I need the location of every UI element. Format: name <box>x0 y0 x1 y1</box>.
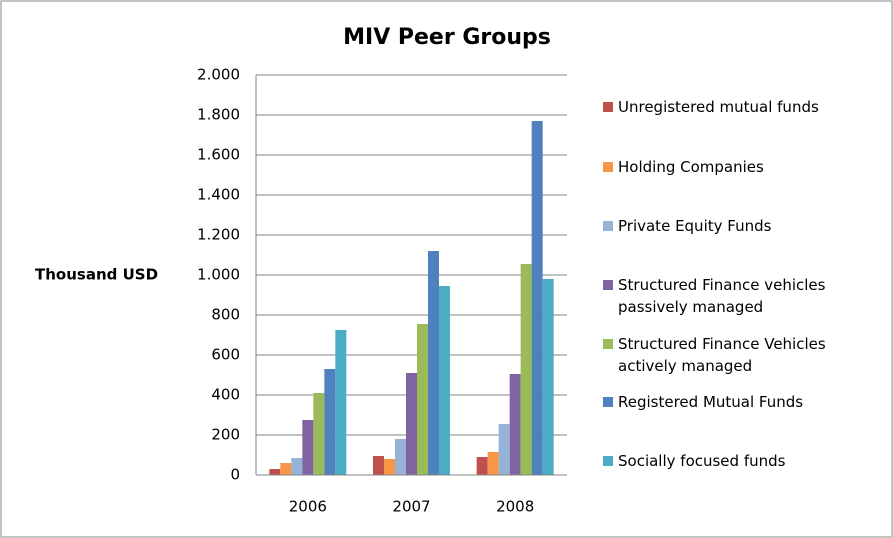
bar <box>531 121 543 475</box>
y-tick-label: 1.200 <box>197 226 240 244</box>
y-tick-label: 0 <box>230 466 240 484</box>
y-tick-label: 400 <box>211 386 240 404</box>
bar <box>335 330 347 475</box>
legend-label: Structured Finance Vehicles actively man… <box>618 335 826 375</box>
legend-label: Registered Mutual Funds <box>618 393 804 411</box>
bar <box>406 373 417 475</box>
x-tick-label: 2008 <box>496 498 534 516</box>
bar <box>373 456 384 475</box>
legend-swatch <box>603 280 613 290</box>
legend-swatch <box>603 397 613 407</box>
legend-swatch <box>603 102 613 112</box>
y-tick-label: 2.000 <box>197 66 240 84</box>
bar <box>291 458 303 475</box>
chart-title: MIV Peer Groups <box>343 25 551 50</box>
bar <box>439 286 450 475</box>
y-tick-label: 200 <box>211 426 240 444</box>
y-tick-label: 1.600 <box>197 146 240 164</box>
y-axis-label: Thousand USD <box>35 266 158 284</box>
legend-swatch <box>603 339 613 349</box>
legend-label: Holding Companies <box>618 158 764 176</box>
legend-swatch <box>603 456 613 466</box>
legend-label: Private Equity Funds <box>618 217 772 235</box>
bar <box>384 459 395 475</box>
bar <box>428 251 439 475</box>
bar <box>280 463 292 475</box>
legend-label: Structured Finance vehicles passively ma… <box>618 276 826 316</box>
y-tick-label: 600 <box>211 346 240 364</box>
y-tick-label: 1.800 <box>197 106 240 124</box>
bar <box>476 457 488 475</box>
bar <box>324 369 336 475</box>
y-tick-label: 1.400 <box>197 186 240 204</box>
y-tick-label: 800 <box>211 306 240 324</box>
bar <box>302 420 314 475</box>
bar <box>487 452 499 475</box>
legend-swatch <box>603 162 613 172</box>
bar <box>313 393 325 475</box>
bar <box>417 324 428 475</box>
legend-label: Socially focused funds <box>618 452 786 470</box>
bar <box>509 374 521 475</box>
legend-label: Unregistered mutual funds <box>618 98 819 116</box>
bar <box>498 424 510 475</box>
bar <box>520 264 532 475</box>
y-tick-label: 1.000 <box>197 266 240 284</box>
bar <box>269 469 281 475</box>
bar <box>395 439 406 475</box>
bar <box>542 279 554 475</box>
legend-swatch <box>603 221 613 231</box>
x-tick-label: 2006 <box>289 498 327 516</box>
x-tick-label: 2007 <box>392 498 430 516</box>
